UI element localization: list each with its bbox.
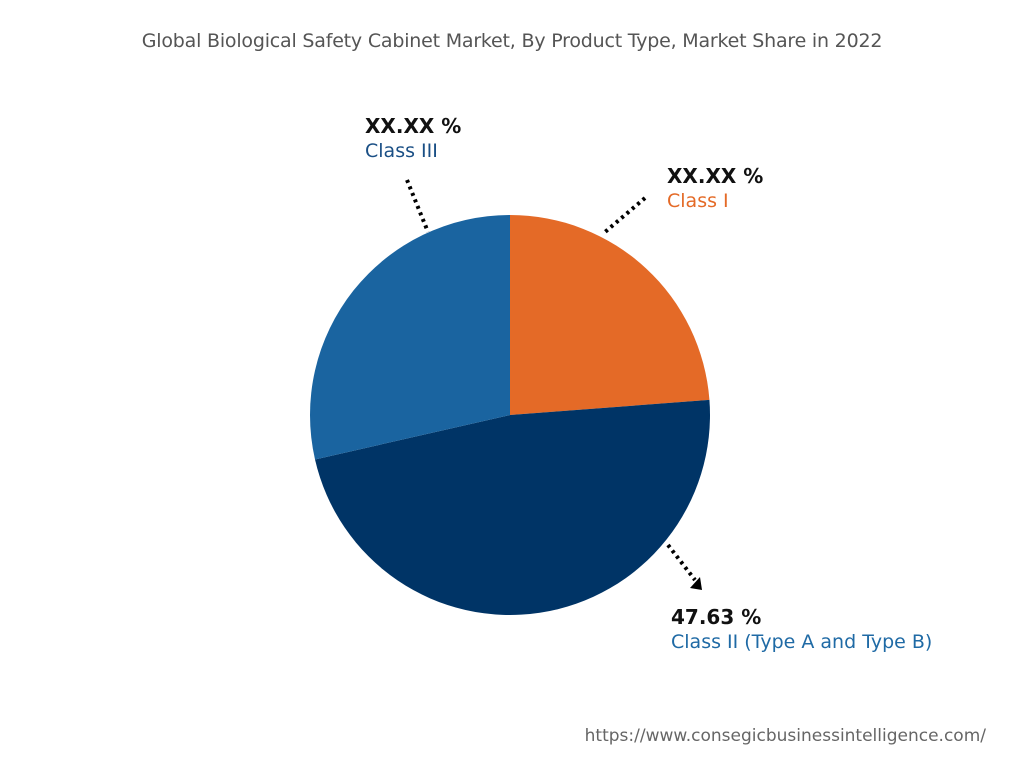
- label-class-i: XX.XX % Class I: [667, 163, 763, 214]
- leader-lines: [405, 179, 702, 590]
- leader-class-ii: [666, 543, 697, 582]
- category-class-ii: Class II (Type A and Type B): [671, 631, 933, 653]
- value-class-ii: 47.63 %: [671, 605, 762, 629]
- source-url[interactable]: https://www.consegicbusinessintelligence…: [584, 726, 986, 746]
- pie-slice-class-ii-type-a-and-type-b: [315, 399, 710, 615]
- arrow-head-class-ii: [690, 577, 702, 590]
- pie-slice-class-iii: [309, 215, 510, 460]
- label-class-iii: XX.XX % Class III: [365, 113, 461, 164]
- leader-class-i: [603, 196, 647, 234]
- category-class-i: Class I: [667, 190, 729, 212]
- label-class-ii: 47.63 % Class II (Type A and Type B): [671, 604, 932, 655]
- category-class-iii: Class III: [365, 140, 438, 162]
- pie-slice-class-i: [510, 215, 710, 415]
- leader-class-iii: [405, 179, 430, 233]
- value-class-i: XX.XX %: [667, 164, 764, 188]
- value-class-iii: XX.XX %: [365, 114, 462, 138]
- chart-title: Global Biological Safety Cabinet Market,…: [141, 30, 883, 52]
